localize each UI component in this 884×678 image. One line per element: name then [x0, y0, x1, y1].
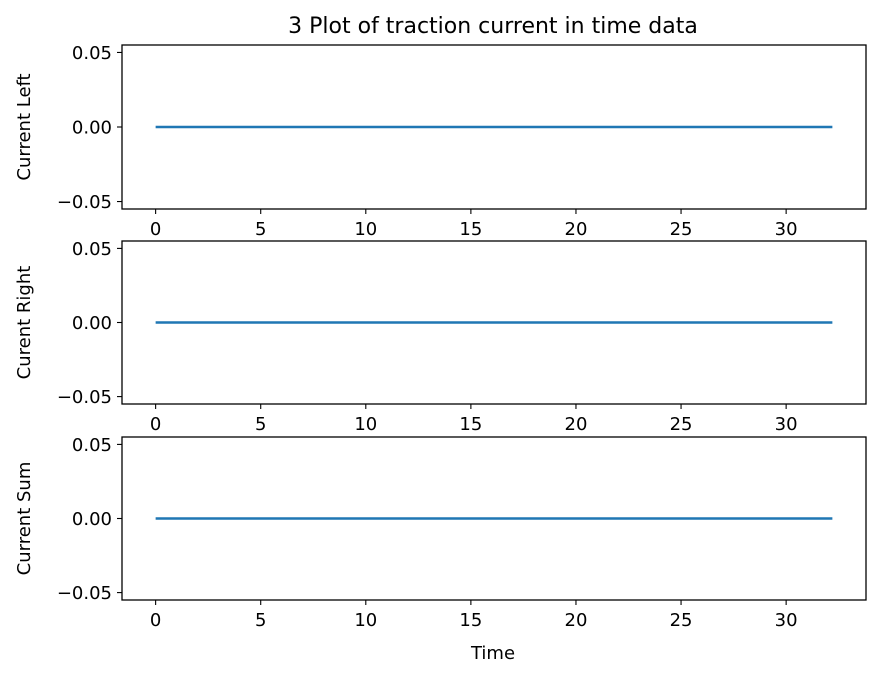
x-tick-label: 10 [354, 610, 377, 631]
subplot-3: 0 5 10 15 20 25 30 0.05 0.00 −0.05 Current Sum [14, 435, 867, 631]
x-tick-label: 30 [775, 414, 798, 435]
x-tick-label: 15 [459, 414, 482, 435]
x-tick-label: 20 [565, 219, 588, 240]
y-axis-label: Curent Right [14, 266, 35, 380]
x-tick-label: 0 [150, 610, 161, 631]
x-tick-label: 30 [775, 219, 798, 240]
x-tick-label: 25 [670, 414, 693, 435]
subplot-2: 0 5 10 15 20 25 30 0.05 0.00 −0.05 Curent Right [14, 239, 867, 435]
x-tick-label: 20 [565, 414, 588, 435]
x-axis-label: Time [470, 643, 515, 664]
x-tick-label: 15 [459, 219, 482, 240]
x-tick-label: 15 [459, 610, 482, 631]
subplot-1: 0 5 10 15 20 25 30 0.05 0.00 −0.05 Current Left [14, 43, 867, 240]
chart-title: 3 Plot of traction current in time data [288, 14, 698, 39]
y-tick-label: −0.05 [57, 387, 112, 408]
y-tick-label: 0.05 [72, 435, 112, 456]
x-tick-label: 25 [670, 610, 693, 631]
x-tick-label: 20 [565, 610, 588, 631]
x-tick-label: 25 [670, 219, 693, 240]
x-tick-label: 0 [150, 219, 161, 240]
x-tick-label: 10 [354, 414, 377, 435]
x-tick-label: 30 [775, 610, 798, 631]
y-tick-label: −0.05 [57, 583, 112, 604]
y-axis-label: Current Left [14, 73, 35, 180]
y-tick-label: 0.00 [72, 509, 112, 530]
x-tick-label: 5 [255, 414, 266, 435]
y-tick-label: −0.05 [57, 192, 112, 213]
y-axis-label: Current Sum [14, 462, 35, 576]
y-tick-label: 0.00 [72, 313, 112, 334]
y-tick-label: 0.05 [72, 43, 112, 64]
x-tick-label: 5 [255, 219, 266, 240]
y-tick-label: 0.00 [72, 118, 112, 139]
x-tick-label: 0 [150, 414, 161, 435]
x-tick-label: 5 [255, 610, 266, 631]
x-tick-label: 10 [354, 219, 377, 240]
y-tick-label: 0.05 [72, 239, 112, 260]
